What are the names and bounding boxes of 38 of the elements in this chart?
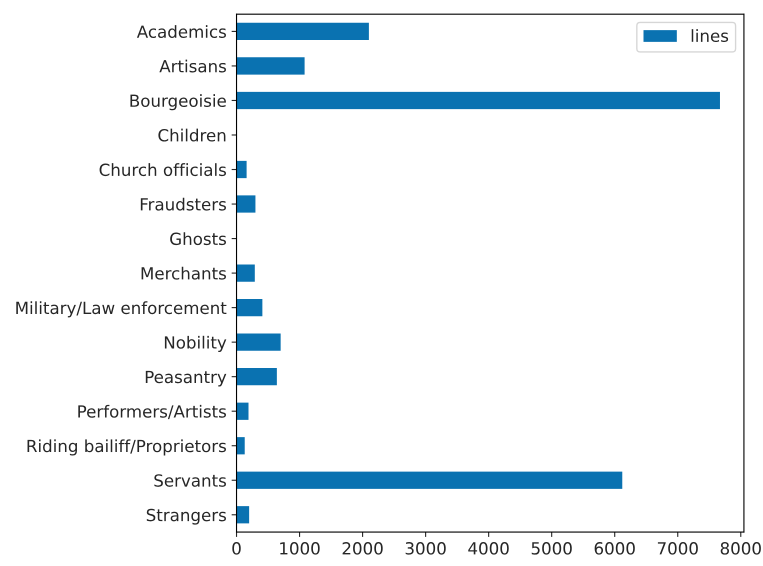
y-tick-label: Academics [136, 25, 226, 38]
x-tick-label: 5000 [532, 542, 572, 555]
y-tick-label: Ghosts [170, 232, 226, 246]
y-tick-label: Artisans [159, 60, 226, 73]
bar [236, 437, 245, 454]
y-tick-label: Servants [154, 474, 226, 487]
y-tick-label: Children [158, 128, 226, 142]
bar [236, 195, 256, 213]
y-tick-label: Merchants [142, 266, 226, 280]
bar [236, 160, 247, 178]
bar [236, 334, 281, 351]
y-tick-label: Nobility [164, 336, 226, 352]
x-tick-label: 3000 [406, 542, 446, 555]
bar [236, 368, 277, 386]
bar [236, 92, 720, 110]
y-tick-label: Strangers [146, 508, 226, 525]
y-tick-label: Church officials [100, 163, 226, 176]
bar [236, 506, 250, 524]
bar [236, 57, 305, 75]
x-tick-label: 6000 [594, 542, 635, 555]
bar [236, 264, 255, 282]
bar [236, 472, 622, 489]
x-tick-label: 4000 [468, 542, 509, 555]
y-tick-label: Fraudsters [140, 198, 226, 211]
legend-label: lines [692, 29, 728, 42]
y-tick-label: Performers/Artists [78, 404, 226, 420]
bar [236, 298, 262, 316]
x-tick-label: 0 [232, 542, 241, 555]
y-tick-label: Peasantry [146, 370, 226, 386]
bar [236, 22, 369, 40]
y-tick-label: Riding bailiff/Proprietors [28, 439, 226, 456]
x-tick-label: 7000 [658, 542, 698, 555]
bar [236, 402, 249, 420]
x-tick-label: 8000 [720, 542, 761, 555]
x-tick-label: 1000 [280, 542, 320, 555]
y-tick-label: Bourgeoisie [130, 94, 226, 110]
y-tick-label: Military/Law enforcement [16, 301, 226, 318]
x-tick-label: 2000 [342, 542, 383, 555]
